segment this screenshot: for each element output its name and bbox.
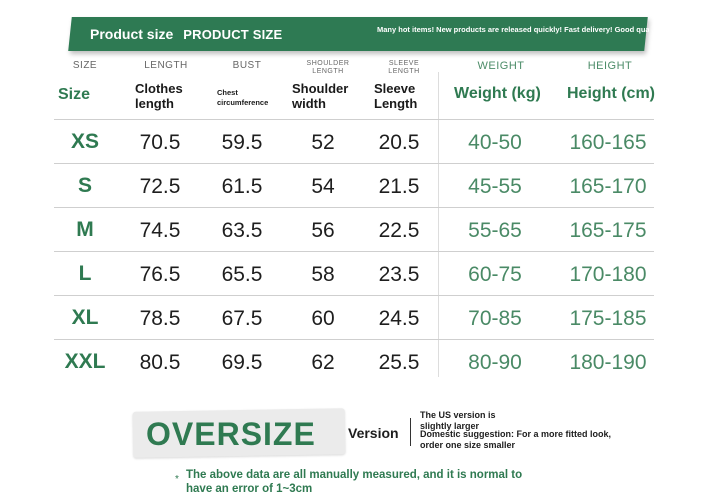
sleeve-cell: 21.5 [378, 175, 420, 198]
sleeve-cell: 25.5 [378, 351, 420, 374]
bust-cell: 59.5 [221, 131, 263, 154]
bust-cell: 67.5 [221, 307, 263, 330]
col-en-weight: WEIGHT [477, 60, 525, 72]
col-en-shoulder: SHOULDER LENGTH [306, 60, 350, 75]
height-cell: 165-175 [569, 219, 647, 242]
sleeve-cell: 23.5 [378, 263, 420, 286]
size-cell: L [78, 262, 92, 285]
bust-cell: 69.5 [221, 351, 263, 374]
vertical-divider [410, 418, 411, 446]
weight-cell: 80-90 [468, 351, 522, 374]
shoulder-cell: 52 [311, 131, 335, 154]
height-cell: 170-180 [569, 263, 647, 286]
height-cell: 160-165 [569, 131, 647, 154]
col-label-length: Clothes length [135, 81, 183, 111]
version-label: Version [348, 425, 399, 441]
height-cell: 165-170 [569, 175, 647, 198]
length-cell: 70.5 [139, 131, 181, 154]
col-en-size: SIZE [72, 60, 98, 71]
row-separator [54, 251, 654, 252]
header-banner-content: Product size PRODUCT SIZE [70, 17, 646, 51]
banner-note: Many hot items! New products are release… [377, 25, 649, 34]
col-en-sleeve: SLEEVE LENGTH [388, 60, 420, 75]
length-cell: 78.5 [139, 307, 181, 330]
col-label-height: Height (cm) [567, 85, 655, 102]
bust-cell: 61.5 [221, 175, 263, 198]
height-cell: 175-185 [569, 307, 647, 330]
length-cell: 72.5 [139, 175, 181, 198]
bust-cell: 65.5 [221, 263, 263, 286]
col-en-height: HEIGHT [587, 60, 633, 72]
size-cell: XS [70, 130, 99, 153]
size-suggestion: Domestic suggestion: For a more fitted l… [420, 429, 612, 450]
row-separator [54, 339, 654, 340]
row-separator [54, 163, 654, 164]
shoulder-cell: 56 [311, 219, 335, 242]
shoulder-cell: 54 [311, 175, 335, 198]
weight-cell: 55-65 [468, 219, 522, 242]
col-label-bust: Chest circumference [217, 88, 269, 107]
col-en-bust: BUST [232, 60, 262, 71]
shoulder-cell: 58 [311, 263, 335, 286]
footnote-star: * [175, 474, 179, 485]
weight-cell: 40-50 [468, 131, 522, 154]
col-label-sleeve: Sleeve Length [374, 81, 418, 111]
shoulder-cell: 60 [311, 307, 335, 330]
row-separator [54, 295, 654, 296]
weight-cell: 45-55 [468, 175, 522, 198]
size-cell: S [77, 174, 92, 197]
sleeve-cell: 24.5 [378, 307, 420, 330]
col-label-weight: Weight (kg) [454, 85, 541, 102]
size-cell: M [76, 218, 94, 241]
sleeve-cell: 20.5 [378, 131, 420, 154]
sleeve-cell: 22.5 [378, 219, 420, 242]
col-en-length: LENGTH [144, 60, 188, 71]
oversize-label: OVERSIZE [146, 416, 316, 452]
length-cell: 80.5 [139, 351, 181, 374]
banner-subtitle: PRODUCT SIZE [183, 26, 283, 42]
shoulder-cell: 62 [311, 351, 335, 374]
row-separator [54, 119, 654, 120]
length-cell: 74.5 [139, 219, 181, 242]
col-label-shoulder: Shoulder width [292, 81, 349, 111]
column-divider [438, 72, 439, 377]
length-cell: 76.5 [139, 263, 181, 286]
size-cell: XL [71, 306, 99, 329]
measurement-footnote: The above data are all manually measured… [186, 469, 523, 495]
weight-cell: 60-75 [468, 263, 522, 286]
col-label-size: Size [58, 86, 91, 103]
banner-title: Product size [90, 26, 174, 42]
row-separator [54, 207, 654, 208]
size-cell: XXL [64, 350, 106, 373]
us-version-note: The US version is slightly larger [420, 410, 496, 431]
weight-cell: 70-85 [468, 307, 522, 330]
bust-cell: 63.5 [221, 219, 263, 242]
height-cell: 180-190 [569, 351, 647, 374]
